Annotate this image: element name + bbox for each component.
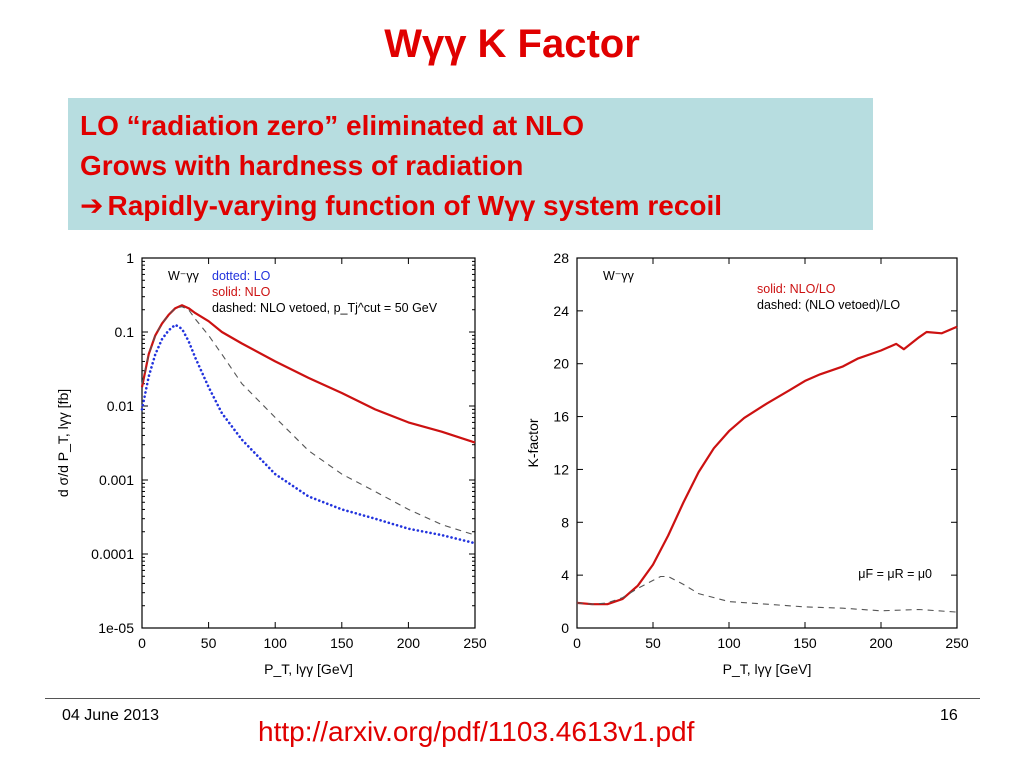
legend-entry: dashed: NLO vetoed, p_Tj^cut = 50 GeV (212, 301, 438, 315)
y-tick-label: 16 (553, 409, 569, 425)
legend-entry: dashed: (NLO vetoed)/LO (757, 298, 900, 312)
x-tick-label: 50 (201, 635, 217, 651)
y-tick-label: 8 (561, 514, 569, 530)
process-label: W⁻γγ (603, 269, 635, 283)
bullet-2: Grows with hardness of radiation (80, 150, 524, 181)
x-axis-label: P_T, lγγ [GeV] (264, 661, 353, 677)
y-tick-label: 0 (561, 620, 569, 636)
slide-title: Wγγ K Factor (384, 22, 640, 66)
process-label: W⁻γγ (168, 269, 200, 283)
y-tick-label: 0.1 (115, 324, 135, 340)
y-axis-label: K-factor (525, 418, 541, 467)
legend-entry: dotted: LO (212, 269, 271, 283)
y-tick-label: 20 (553, 356, 569, 372)
x-tick-label: 0 (573, 635, 581, 651)
x-tick-label: 0 (138, 635, 146, 651)
x-tick-label: 150 (330, 635, 354, 651)
y-tick-label: 28 (553, 250, 569, 266)
summary-callout: LO “radiation zero” eliminated at NLO Gr… (68, 98, 873, 230)
y-tick-label: 0.001 (99, 472, 134, 488)
y-tick-label: 0.01 (107, 398, 134, 414)
y-axis-label: d σ/d P_T, lγγ [fb] (55, 389, 71, 497)
right-arrow-icon: ➔ (80, 190, 104, 221)
k-factor-chart: 0 50 100 150 200 250 0 4 8 12 16 20 24 28 P_T, lγγ [Ge… (525, 250, 969, 677)
x-tick-label: 250 (463, 635, 487, 651)
plot-frame (141, 257, 476, 629)
bullet-3: ➔ Rapidly-varying function of Wγγ system … (80, 186, 861, 226)
x-tick-label: 50 (645, 635, 661, 651)
source-link[interactable]: http://arxiv.org/pdf/1103.4613v1.pdf (258, 716, 695, 747)
x-tick-label: 100 (717, 635, 741, 651)
footer-date: 04 June 2013 (62, 707, 159, 724)
y-tick-label: 1 (126, 250, 134, 266)
legend-entry: solid: NLO/LO (757, 282, 836, 296)
footer-divider (45, 698, 980, 699)
y-tick-label: 1e-05 (98, 620, 134, 636)
series-line--nlo-vetoed-lo (576, 575, 958, 613)
x-tick-label: 200 (397, 635, 421, 651)
cross-section-chart: 0 50 100 150 200 250 1e-05 0.0001 0.001 0.01 0.1 1 P… (55, 250, 487, 677)
bullet-1: LO “radiation zero” eliminated at NLO (80, 110, 585, 141)
series-line-nlo-lo (576, 325, 958, 606)
x-tick-label: 100 (264, 635, 288, 651)
page-number: 16 (940, 707, 958, 724)
series-line-lo (140, 323, 477, 545)
x-tick-label: 200 (869, 635, 893, 651)
series-line-nlo (140, 304, 476, 444)
plot-frame (576, 257, 958, 629)
y-tick-label: 12 (553, 461, 569, 477)
y-tick-label: 0.0001 (91, 546, 134, 562)
y-tick-label: 4 (561, 567, 569, 583)
bullet-3-text: Rapidly-varying function of Wγγ system r… (107, 190, 723, 221)
scale-annotation: μF = μR = μ0 (858, 567, 932, 581)
legend-entry: solid: NLO (212, 285, 271, 299)
y-tick-label: 24 (553, 303, 569, 319)
x-tick-label: 250 (945, 635, 969, 651)
x-tick-label: 150 (793, 635, 817, 651)
x-axis-label: P_T, lγγ [GeV] (723, 661, 812, 677)
